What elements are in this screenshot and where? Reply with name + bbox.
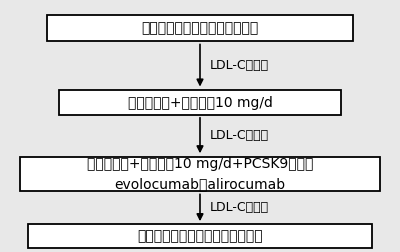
FancyBboxPatch shape xyxy=(47,15,353,41)
Text: LDL-C未达标: LDL-C未达标 xyxy=(210,129,269,142)
Text: 最大耐受剂量的强效他汀类药物: 最大耐受剂量的强效他汀类药物 xyxy=(141,21,259,36)
Text: LDL-C未达标: LDL-C未达标 xyxy=(210,201,269,214)
FancyBboxPatch shape xyxy=(20,157,380,192)
FancyBboxPatch shape xyxy=(59,90,341,115)
FancyBboxPatch shape xyxy=(28,225,372,248)
Text: 他汀类药物+依折麦布10 mg/d: 他汀类药物+依折麦布10 mg/d xyxy=(128,96,272,110)
Text: 必要时在上述基础上考虑血浆置换: 必要时在上述基础上考虑血浆置换 xyxy=(137,229,263,243)
Text: 他汀类药物+依折麦布10 mg/d+PCSK9抑制剂
evolocumab或alirocumab: 他汀类药物+依折麦布10 mg/d+PCSK9抑制剂 evolocumab或al… xyxy=(87,158,313,191)
Text: LDL-C未达标: LDL-C未达标 xyxy=(210,59,269,72)
